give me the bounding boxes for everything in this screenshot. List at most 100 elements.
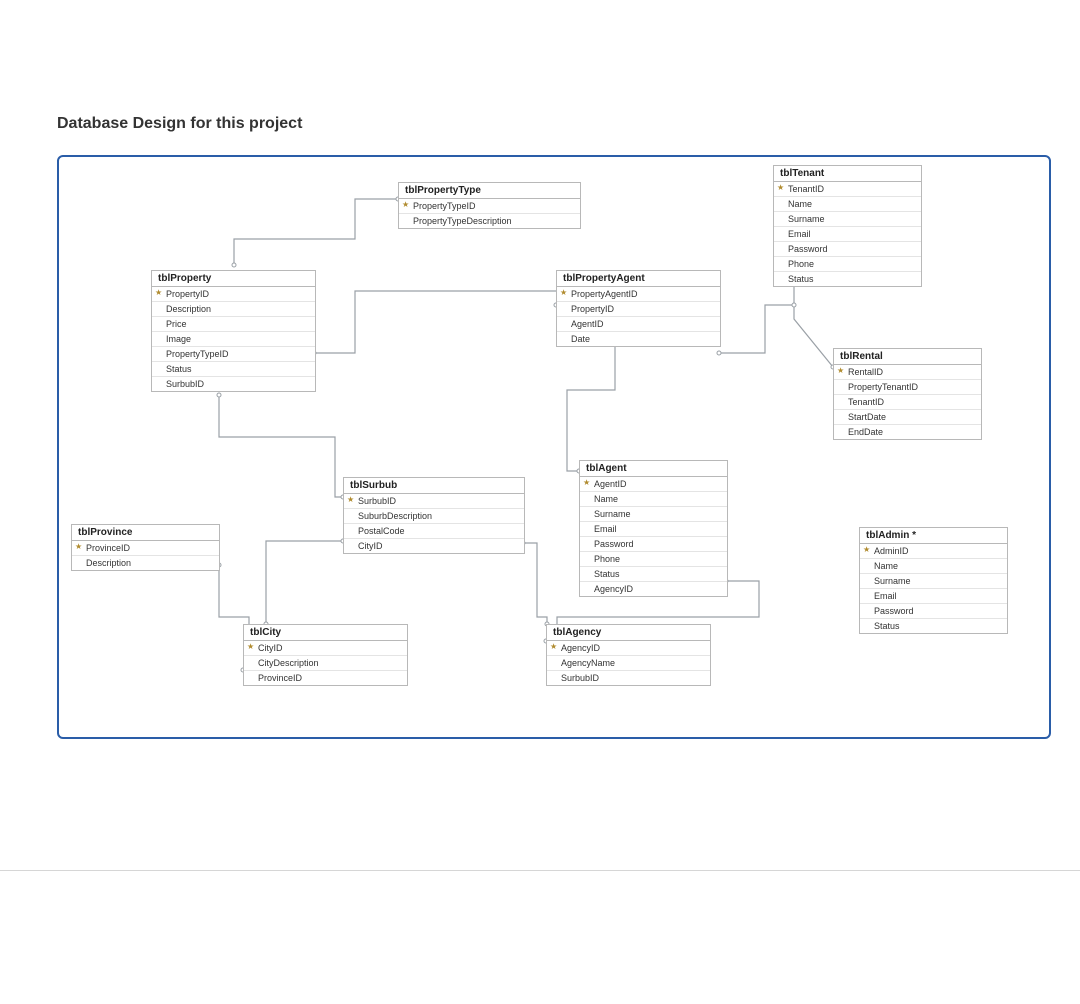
table-row: AgentID [580, 477, 727, 492]
column-label: Email [788, 229, 811, 239]
column-label: PropertyTypeID [413, 201, 476, 211]
column-label: Description [166, 304, 211, 314]
table-header: tblAdmin * [860, 528, 1007, 544]
table-row: Password [580, 537, 727, 552]
column-label: PostalCode [358, 526, 405, 536]
table-row: Description [152, 302, 315, 317]
column-label: Phone [788, 259, 814, 269]
table-row: Image [152, 332, 315, 347]
table-row: EndDate [834, 425, 981, 439]
column-label: ProvinceID [86, 543, 130, 553]
table-row: Status [774, 272, 921, 286]
page: Database Design for this project tblProp… [0, 0, 1080, 1004]
column-label: CityID [358, 541, 383, 551]
table-row: Phone [580, 552, 727, 567]
column-label: Status [166, 364, 192, 374]
table-row: PostalCode [344, 524, 524, 539]
table-row: TenantID [774, 182, 921, 197]
table-row: AdminID [860, 544, 1007, 559]
column-label: Surname [594, 509, 631, 519]
table-row: Name [774, 197, 921, 212]
table-row: Name [580, 492, 727, 507]
table-row: Phone [774, 257, 921, 272]
table-tblAgency: tblAgencyAgencyIDAgencyNameSurbubID [546, 624, 711, 686]
column-label: CityID [258, 643, 283, 653]
column-label: AgencyID [561, 643, 600, 653]
table-tblPropertyAgent: tblPropertyAgent PropertyAgentID PropertyI… [556, 270, 721, 347]
table-row: Status [860, 619, 1007, 633]
column-label: Email [874, 591, 897, 601]
table-row: Name [860, 559, 1007, 574]
hr [0, 870, 1080, 871]
table-row: Email [580, 522, 727, 537]
column-label: Password [874, 606, 914, 616]
table-row: TenantID [834, 395, 981, 410]
column-label: PropertyTypeID [166, 349, 229, 359]
column-label: AgencyID [594, 584, 633, 594]
table-row: StartDate [834, 410, 981, 425]
column-label: PropertyID [166, 289, 209, 299]
column-label: SuburbDescription [358, 511, 432, 521]
column-label: Description [86, 558, 131, 568]
table-header: tblProvince [72, 525, 219, 541]
table-tblCity: tblCity CityID CityDescription ProvinceID [243, 624, 408, 686]
column-label: TenantID [788, 184, 824, 194]
table-row: Price [152, 317, 315, 332]
table-row: PropertyAgentID [557, 287, 720, 302]
page-title: Database Design for this project [57, 115, 302, 133]
table-row: AgencyID [547, 641, 710, 656]
table-header: tblSurbub [344, 478, 524, 494]
table-row: ProvinceID [72, 541, 219, 556]
column-label: SurbubID [561, 673, 599, 683]
table-row: PropertyTenantID [834, 380, 981, 395]
column-label: AgencyName [561, 658, 615, 668]
table-row: Status [580, 567, 727, 582]
table-row: Date [557, 332, 720, 346]
table-row: Status [152, 362, 315, 377]
column-label: AgentID [594, 479, 627, 489]
table-header: tblPropertyType [399, 183, 580, 199]
table-row: SuburbDescription [344, 509, 524, 524]
column-label: Phone [594, 554, 620, 564]
column-label: PropertyAgentID [571, 289, 638, 299]
column-label: Name [874, 561, 898, 571]
table-row: CityID [244, 641, 407, 656]
table-tblRental: tblRental RentalID PropertyTenantIDTenantI… [833, 348, 982, 440]
column-label: ProvinceID [258, 673, 302, 683]
table-row: ProvinceID [244, 671, 407, 685]
column-label: SurbubID [166, 379, 204, 389]
column-label: AdminID [874, 546, 909, 556]
column-label: StartDate [848, 412, 886, 422]
table-header: tblRental [834, 349, 981, 365]
table-row: RentalID [834, 365, 981, 380]
table-tblAdmin: tblAdmin *AdminIDNameSurnameEmailPasswor… [859, 527, 1008, 634]
table-row: Password [860, 604, 1007, 619]
column-label: Date [571, 334, 590, 344]
table-row: Surname [774, 212, 921, 227]
column-label: Name [594, 494, 618, 504]
table-row: AgentID [557, 317, 720, 332]
column-label: AgentID [571, 319, 604, 329]
column-label: Name [788, 199, 812, 209]
column-label: SurbubID [358, 496, 396, 506]
table-row: Description [72, 556, 219, 570]
table-row: Email [774, 227, 921, 242]
table-header: tblTenant [774, 166, 921, 182]
column-label: Email [594, 524, 617, 534]
column-label: Status [788, 274, 814, 284]
table-row: AgencyID [580, 582, 727, 596]
table-header: tblProperty [152, 271, 315, 287]
table-header: tblCity [244, 625, 407, 641]
column-label: Surname [788, 214, 825, 224]
table-row: PropertyID [557, 302, 720, 317]
table-row: SurbubID [344, 494, 524, 509]
column-label: EndDate [848, 427, 883, 437]
table-row: PropertyID [152, 287, 315, 302]
table-row: SurbubID [547, 671, 710, 685]
table-header: tblPropertyAgent [557, 271, 720, 287]
column-label: PropertyTypeDescription [413, 216, 512, 226]
column-label: RentalID [848, 367, 883, 377]
table-row: Email [860, 589, 1007, 604]
table-row: CityDescription [244, 656, 407, 671]
column-label: Status [874, 621, 900, 631]
